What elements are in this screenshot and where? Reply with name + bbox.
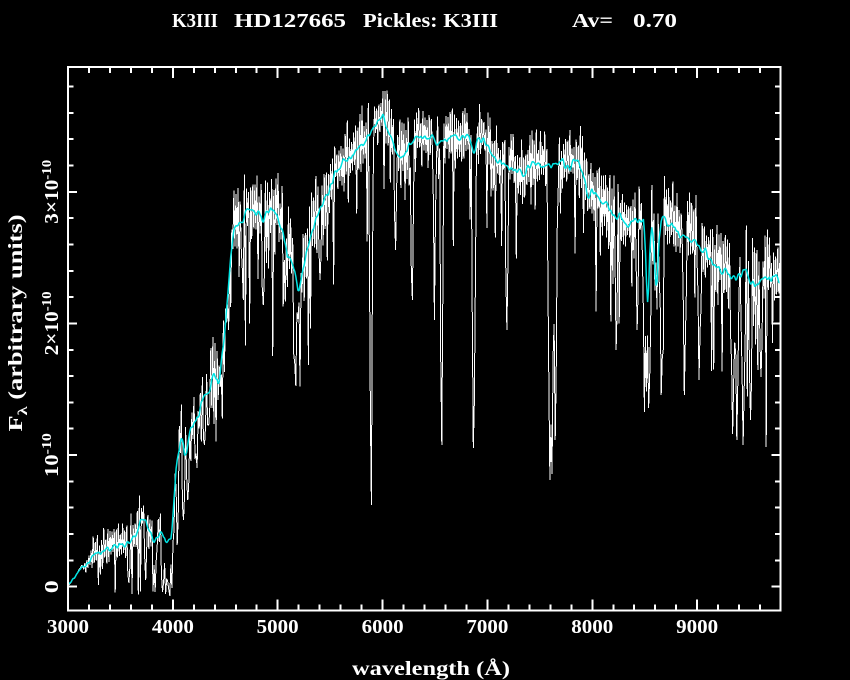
svg-text:wavelength (Å): wavelength (Å) xyxy=(352,657,510,680)
svg-text:9000: 9000 xyxy=(676,616,718,638)
svg-text:Pickles: K3III: Pickles: K3III xyxy=(363,10,498,32)
svg-text:0.70: 0.70 xyxy=(633,10,677,32)
svg-text:HD127665: HD127665 xyxy=(234,10,346,32)
svg-text:7000: 7000 xyxy=(466,616,508,638)
svg-text:6000: 6000 xyxy=(362,616,404,638)
svg-text:3000: 3000 xyxy=(47,616,89,638)
svg-text:4000: 4000 xyxy=(152,616,194,638)
svg-text:K3III: K3III xyxy=(172,10,218,32)
svg-text:Fλ (arbitrary units): Fλ (arbitrary units) xyxy=(5,215,31,432)
svg-text:Av=: Av= xyxy=(572,10,613,32)
svg-text:8000: 8000 xyxy=(571,616,613,638)
svg-text:0: 0 xyxy=(41,580,63,593)
svg-text:5000: 5000 xyxy=(257,616,299,638)
